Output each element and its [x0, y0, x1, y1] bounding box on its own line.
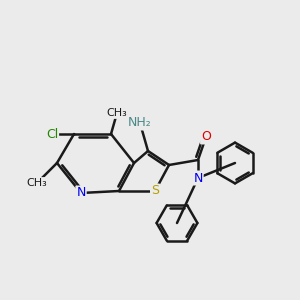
Text: N: N [193, 172, 203, 184]
Text: S: S [151, 184, 159, 197]
Text: CH₃: CH₃ [27, 178, 47, 188]
Text: CH₃: CH₃ [106, 108, 128, 118]
Text: N: N [76, 187, 86, 200]
Text: O: O [201, 130, 211, 143]
Text: NH₂: NH₂ [128, 116, 152, 130]
Text: Cl: Cl [46, 128, 58, 140]
